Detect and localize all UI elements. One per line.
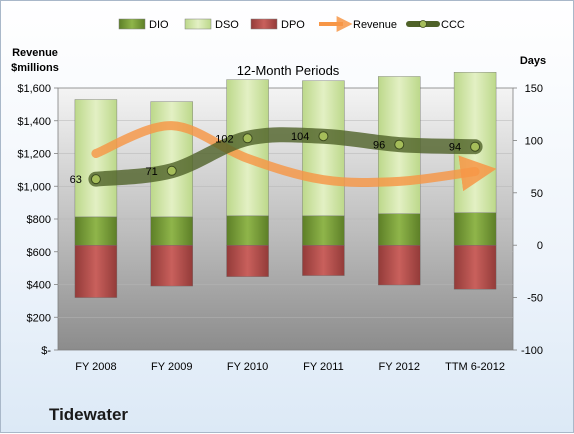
- dpo-bar: [226, 244, 269, 277]
- dio-bar: [74, 216, 118, 246]
- left-tick-label: $-: [41, 345, 51, 357]
- ccc-point: [394, 139, 405, 150]
- dio-bar: [226, 215, 269, 246]
- left-tick-label: $800: [27, 214, 51, 226]
- left-tick-label: $600: [27, 247, 51, 259]
- right-tick-label: 150: [525, 83, 543, 95]
- left-tick-label: $1,600: [17, 83, 51, 95]
- legend-label: DSO: [215, 19, 239, 31]
- left-tick-label: $200: [27, 312, 51, 324]
- left-tick-label: $400: [27, 280, 51, 292]
- dio-bar: [302, 215, 345, 246]
- legend-swatch: [250, 18, 278, 30]
- left-axis-label-line2: $millions: [11, 62, 59, 74]
- chart-title: 12-Month Periods: [237, 63, 340, 78]
- left-axis-label-line1: Revenue: [12, 47, 58, 59]
- ccc-data-label: 94: [449, 142, 461, 154]
- ccc-data-label: 63: [70, 174, 82, 186]
- legend-swatch: [184, 18, 212, 30]
- x-tick-label: FY 2010: [227, 361, 268, 373]
- ccc-point: [166, 165, 177, 176]
- legend-label: CCC: [441, 19, 465, 31]
- dso-bar: [302, 80, 345, 217]
- right-tick-label: -50: [527, 293, 543, 305]
- ccc-data-label: 96: [373, 140, 385, 152]
- right-tick-label: 0: [537, 240, 543, 252]
- ccc-point: [318, 131, 329, 142]
- right-axis-label: Days: [520, 55, 546, 67]
- x-tick-label: FY 2011: [303, 361, 344, 373]
- left-tick-label: $1,400: [17, 116, 51, 128]
- ccc-data-label: 102: [215, 133, 233, 145]
- left-tick-label: $1,200: [17, 149, 51, 161]
- right-tick-label: 50: [531, 188, 543, 200]
- legend-label: DIO: [149, 19, 169, 31]
- ccc-point: [470, 141, 481, 152]
- right-tick-label: 100: [525, 135, 543, 147]
- company-name: Tidewater: [49, 405, 129, 424]
- dio-bar: [378, 213, 421, 246]
- ccc-line: [88, 127, 483, 187]
- x-tick-label: FY 2009: [151, 361, 192, 373]
- dio-bar: [150, 216, 193, 246]
- dpo-bar: [74, 244, 118, 298]
- legend-swatch: [118, 18, 146, 30]
- x-tick-label: TTM 6-2012: [445, 361, 505, 373]
- legend-label: DPO: [281, 19, 305, 31]
- revenue-line: [91, 121, 497, 192]
- ccc-data-label: 71: [146, 166, 158, 178]
- dso-bar: [74, 99, 118, 218]
- right-tick-label: -100: [521, 345, 543, 357]
- dpo-bar: [302, 244, 345, 276]
- ccc-point: [242, 133, 253, 144]
- x-tick-label: FY 2008: [75, 361, 116, 373]
- ccc-data-label: 104: [291, 131, 309, 143]
- x-tick-label: FY 2012: [379, 361, 420, 373]
- dio-bar: [453, 212, 497, 246]
- dpo-bar: [453, 244, 497, 290]
- ccc-point: [90, 174, 101, 185]
- legend-marker: [419, 20, 427, 28]
- left-tick-label: $1,000: [17, 181, 51, 193]
- dpo-bar: [378, 244, 421, 286]
- dpo-bar: [150, 244, 193, 287]
- legend-label: Revenue: [353, 19, 397, 31]
